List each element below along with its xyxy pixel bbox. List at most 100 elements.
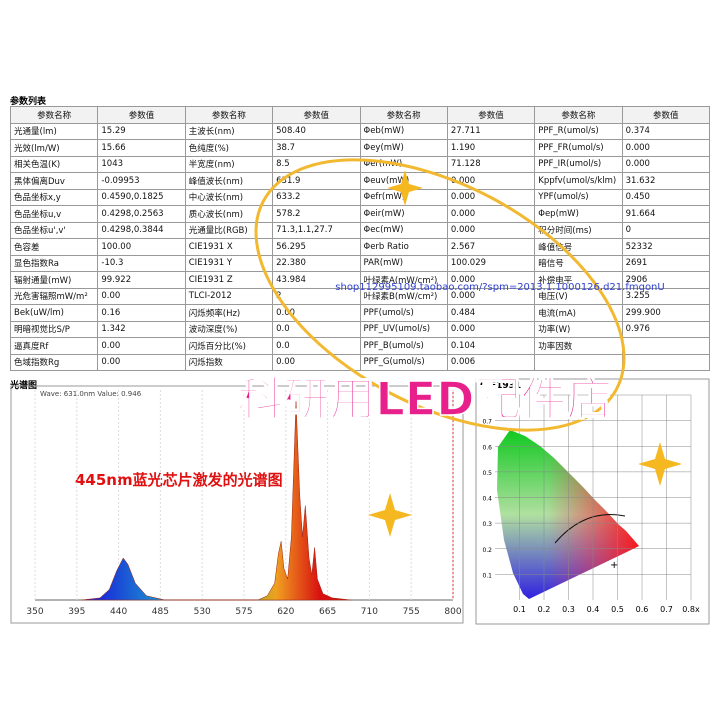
cell: 补偿电平 bbox=[534, 271, 623, 289]
row: 光通量(lm) 15.29 主波长(nm) 508.40 Φeb(mW) 27.711 PP… bbox=[9, 122, 711, 140]
cell: 功率因数 bbox=[534, 337, 623, 355]
cell: Φeuv(mW) bbox=[359, 172, 448, 190]
x-tick-label: 440 bbox=[110, 607, 127, 617]
cell: 叶绿素A(mW/cm²) bbox=[359, 271, 448, 289]
header-cell: 参数名称 bbox=[534, 106, 623, 124]
cell: 31.632 bbox=[621, 172, 711, 190]
y-tick-label: 0.5 bbox=[482, 470, 492, 477]
planck-curve bbox=[554, 514, 626, 544]
cell bbox=[621, 337, 711, 355]
y-tick-label: 0.2 bbox=[482, 547, 492, 554]
cell: 暗信号 bbox=[534, 254, 623, 272]
cell: 电流(mA) bbox=[534, 304, 623, 322]
cell: 电压(V) bbox=[534, 287, 623, 305]
cell: 2906 bbox=[621, 271, 711, 289]
cell: 0.4298,0.3844 bbox=[97, 221, 186, 239]
spectrum-chart: Wave: 631.0nm Value: 0.946 445nm蓝光芯片激发的光… bbox=[10, 385, 464, 624]
cell: 0.000 bbox=[446, 320, 536, 338]
cell: 0.00 bbox=[272, 304, 361, 322]
cell: 38.7 bbox=[272, 139, 361, 157]
cell: 光通量(lm) bbox=[9, 122, 99, 140]
x-tick-label: 620 bbox=[277, 607, 294, 617]
cell: 633.2 bbox=[272, 188, 361, 206]
x-tick-label: 0.4 bbox=[587, 605, 600, 614]
cell: 2691 bbox=[621, 254, 711, 272]
cell: 0.000 bbox=[621, 155, 711, 173]
y-tick-label: 0.6 bbox=[482, 444, 492, 451]
cell: CIE1931 X bbox=[184, 238, 274, 256]
x-tick-label: 0.6 bbox=[636, 605, 649, 614]
cell: 0.16 bbox=[97, 304, 186, 322]
row: 光效(lm/W) 15.66 色纯度(%) 38.7 Φey(mW) 1.190 PPF_F… bbox=[9, 139, 711, 157]
row: 色品坐标u',v' 0.4298,0.3844 光通量比(RGB) 71.3,1.1,… bbox=[9, 221, 711, 239]
row: 辐射通量(mW) 99.922 CIE1931 Z 43.984 叶绿素A(mW/cm²… bbox=[9, 271, 711, 289]
cell: 71.3,1.1,27.7 bbox=[272, 221, 361, 239]
locus bbox=[497, 430, 639, 599]
row: Bek(uW/lm) 0.16 闪烁频率(Hz) 0.00 PPF(umol/s) 0.4… bbox=[9, 304, 711, 322]
cell: 色品坐标u',v' bbox=[9, 221, 99, 239]
row: 色品坐标x,y 0.4590,0.1825 中心波长(nm) 633.2 Φefr(mW… bbox=[9, 188, 711, 206]
caption: 445nm蓝光芯片激发的光谱图 bbox=[75, 471, 283, 489]
cell: 光危害辐照mW/m² bbox=[9, 287, 99, 305]
cell: 0.0 bbox=[272, 320, 361, 338]
header-cell: 参数值 bbox=[97, 106, 186, 124]
cell: 15.66 bbox=[97, 139, 186, 157]
row: 黑体偏离Duv -0.09953 峰值波长(nm) 631.9 Φeuv(mW) 0.00… bbox=[9, 172, 711, 190]
cell: 2 bbox=[272, 287, 361, 305]
cell: 色容差 bbox=[9, 238, 99, 256]
cell: PPF_FR(umol/s) bbox=[534, 139, 623, 157]
cell bbox=[534, 353, 623, 371]
row: 明暗视觉比S/P 1.342 波动深度(%) 0.0 PPF_UV(umol/s) 0.0… bbox=[9, 320, 711, 338]
cell: 8.5 bbox=[272, 155, 361, 173]
y-tick-label: 0.4 bbox=[482, 496, 492, 503]
cell: 0.006 bbox=[446, 353, 536, 371]
cell: Φer(mW) bbox=[359, 155, 448, 173]
cell: 色品坐标u,v bbox=[9, 205, 99, 223]
cell: CIE1931 Y bbox=[184, 254, 274, 272]
cell: 2.567 bbox=[446, 238, 536, 256]
x-tick-label: 0.1 bbox=[513, 605, 526, 614]
row: 光危害辐照mW/m² 0.00 TLCI-2012 2 叶绿素B(mW/cm²) 0.00… bbox=[9, 287, 711, 305]
cell: 波动深度(%) bbox=[184, 320, 274, 338]
cell: 0.00 bbox=[97, 337, 186, 355]
cell: 峰值波长(nm) bbox=[184, 172, 274, 190]
cell: 0.374 bbox=[621, 122, 711, 140]
x-tick-label: 0.8x bbox=[682, 605, 700, 614]
cell: 27.711 bbox=[446, 122, 536, 140]
cell: 0.4298,0.2563 bbox=[97, 205, 186, 223]
cell: 71.128 bbox=[446, 155, 536, 173]
cell: PPF_IR(umol/s) bbox=[534, 155, 623, 173]
cell: PPF(umol/s) bbox=[359, 304, 448, 322]
horseshoe-red bbox=[497, 430, 639, 599]
cell: 0.0 bbox=[272, 337, 361, 355]
row: 逼真度Rf 0.00 闪烁百分比(%) 0.0 PPF_B(umol/s) 0.104 功率… bbox=[9, 337, 711, 355]
x-tick-label: 575 bbox=[235, 607, 252, 617]
cell: 相关色温(K) bbox=[9, 155, 99, 173]
cell: -10.3 bbox=[97, 254, 186, 272]
cell: Φey(mW) bbox=[359, 139, 448, 157]
cell: 91.664 bbox=[621, 205, 711, 223]
x-tick-label: 710 bbox=[361, 607, 378, 617]
cell: 299.900 bbox=[621, 304, 711, 322]
cell: 光效(lm/W) bbox=[9, 139, 99, 157]
cell: 15.29 bbox=[97, 122, 186, 140]
header-row: 参数名称 参数值 参数名称 参数值 参数名称 参数值 参数名称 参数值 bbox=[9, 106, 711, 124]
x-tick-label: 530 bbox=[194, 607, 211, 617]
cell: Kppfv(umol/s/klm) bbox=[534, 172, 623, 190]
y-tick-label: 0.1 bbox=[482, 572, 492, 579]
cell: 0.000 bbox=[621, 139, 711, 157]
cell: 631.9 bbox=[272, 172, 361, 190]
cell: 主波长(nm) bbox=[184, 122, 274, 140]
y-tick-label: 0.8 bbox=[482, 393, 492, 400]
x-tick-label: 485 bbox=[152, 607, 169, 617]
cell: PAR(mW) bbox=[359, 254, 448, 272]
cell: 508.40 bbox=[272, 122, 361, 140]
cell: 56.295 bbox=[272, 238, 361, 256]
cell: 43.984 bbox=[272, 271, 361, 289]
x-tick-label: 0.2 bbox=[538, 605, 551, 614]
cell: 0.450 bbox=[621, 188, 711, 206]
cie-title: CIE1931 bbox=[480, 381, 521, 391]
x-tick-label: 665 bbox=[319, 607, 336, 617]
cell: 100.029 bbox=[446, 254, 536, 272]
